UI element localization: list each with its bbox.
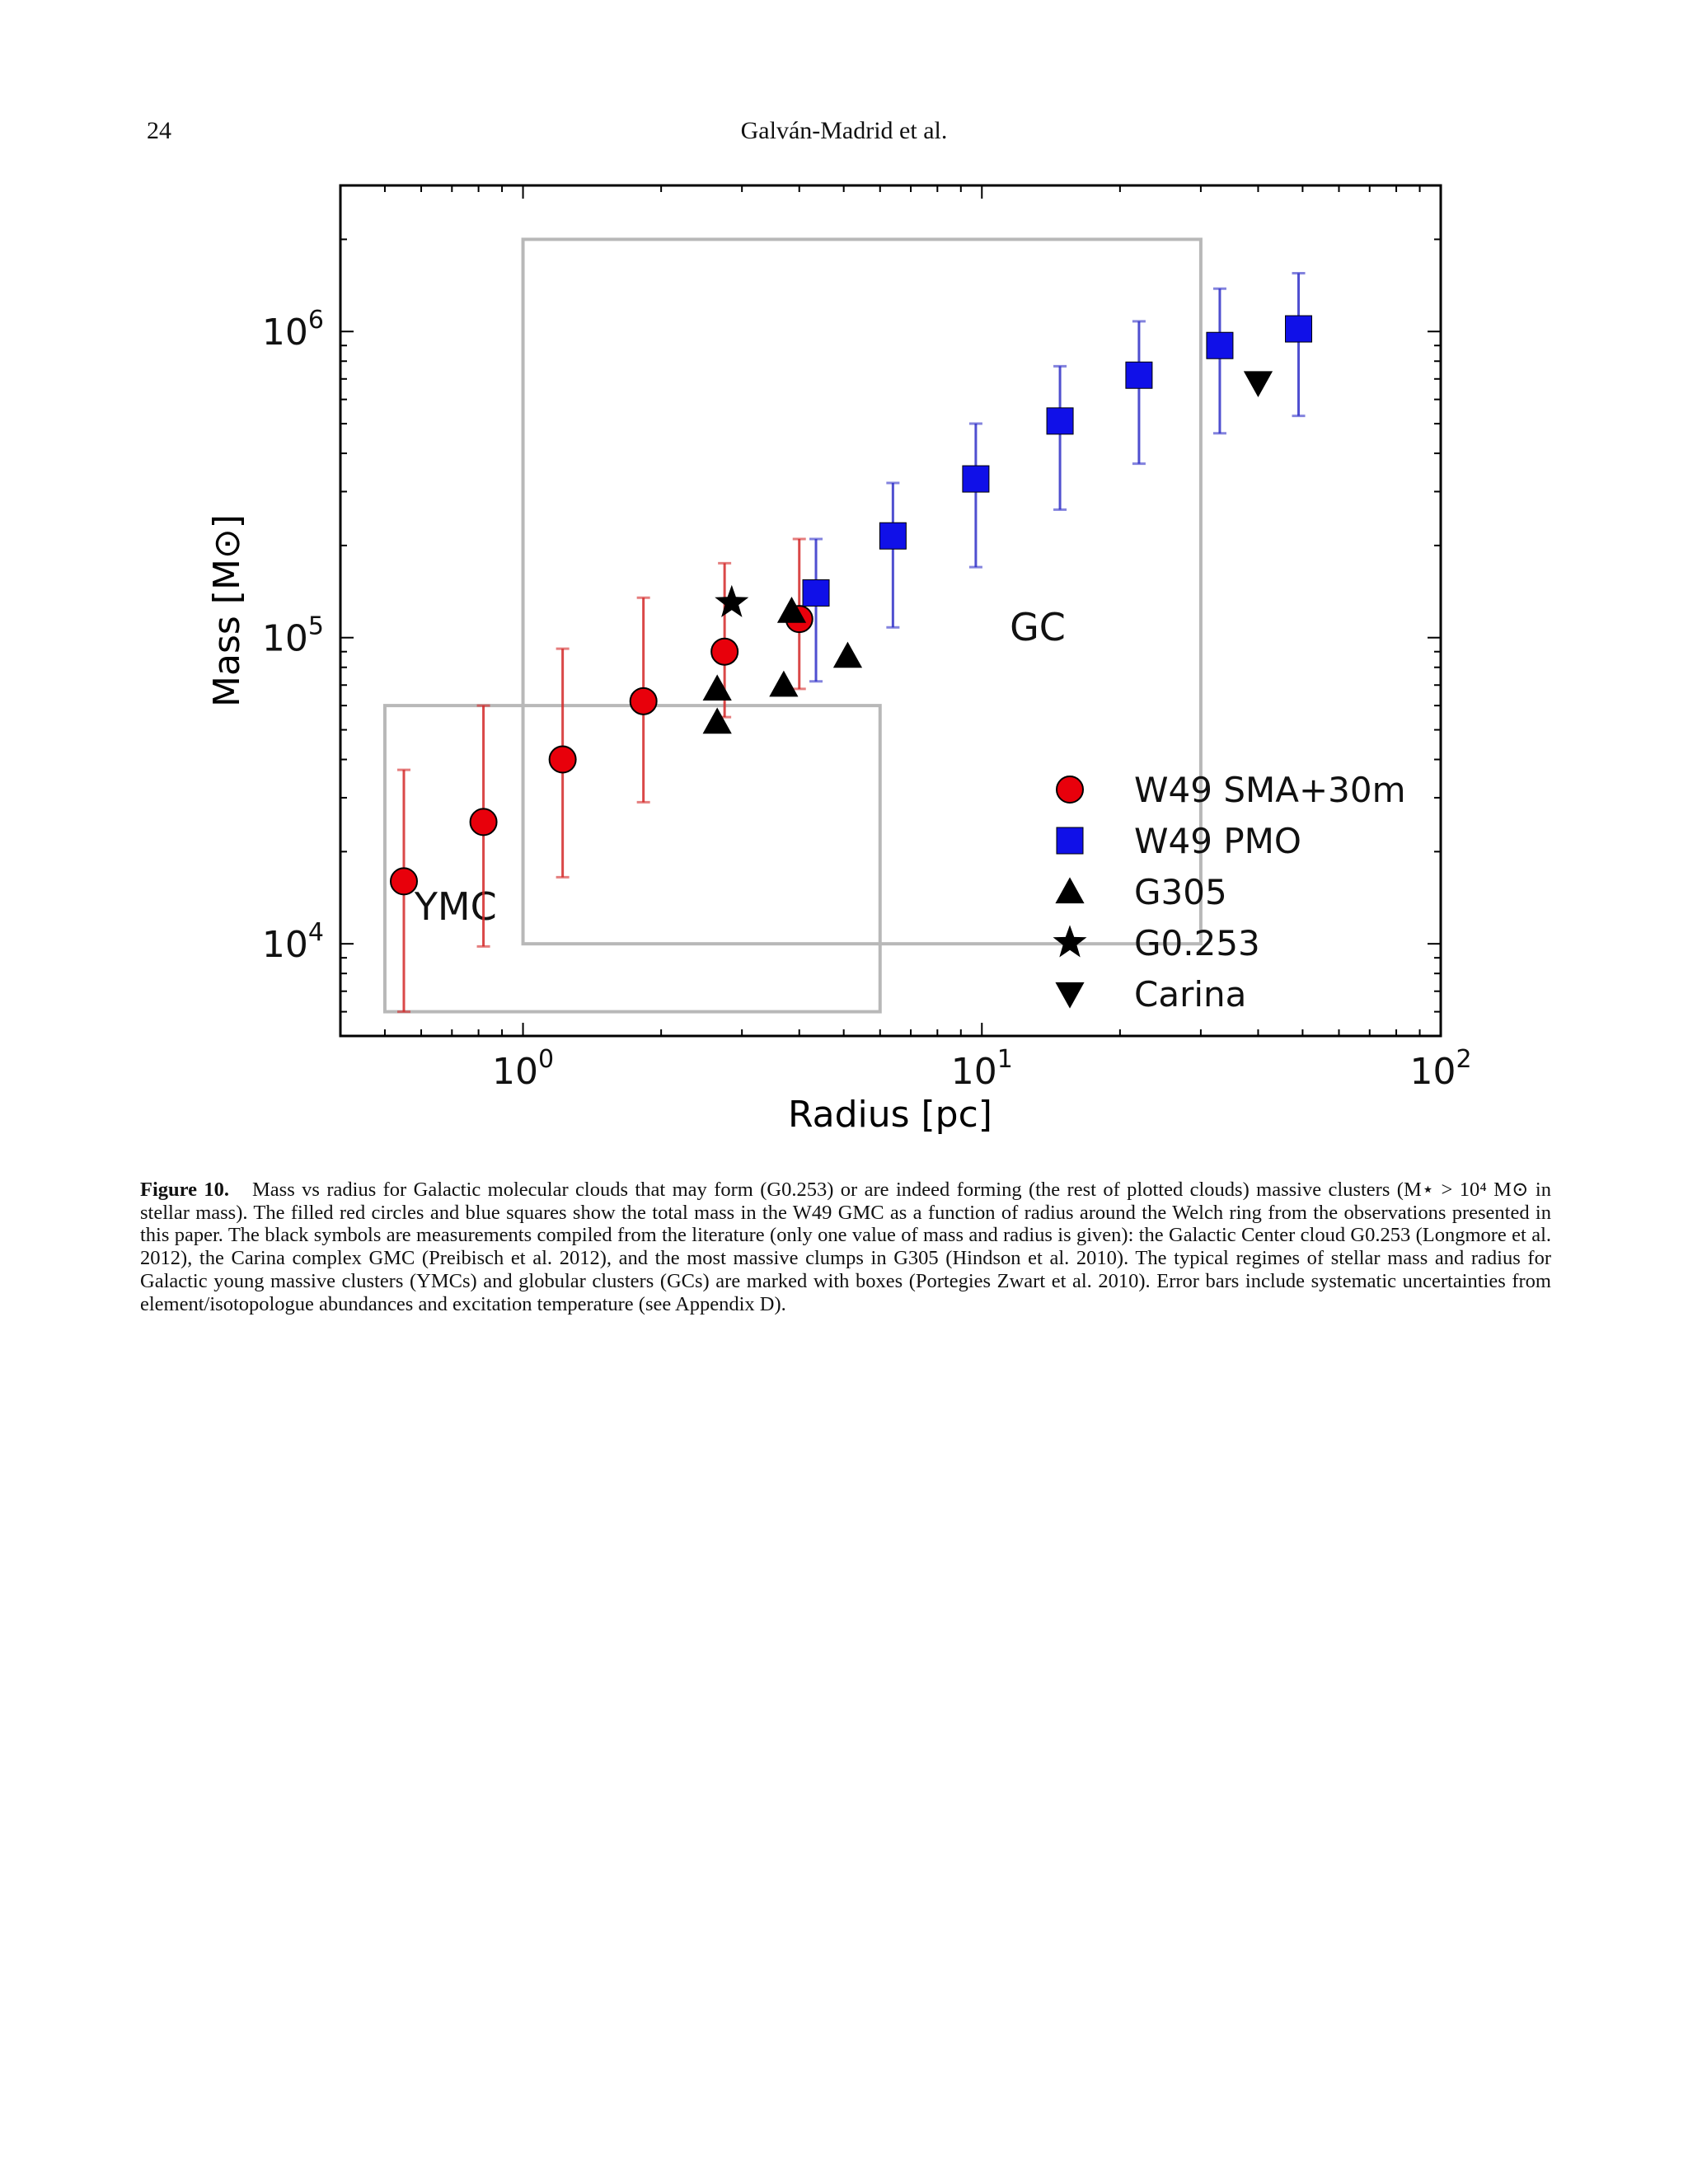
point-w49-pmo-5 [1206,331,1234,359]
point-w49-pmo-1 [879,522,907,550]
axis-ticks [340,185,1442,1037]
legend-label-w49-sma-30m: W49 SMA+30m [1134,770,1406,810]
point-w49-pmo-4 [1125,361,1153,389]
error-bar-w49-pmo-0 [809,537,823,683]
legend-marker-g305 [1055,877,1085,904]
figure-caption: Figure 10. Mass vs radius for Galactic mo… [140,1179,1551,1315]
caption-label: Figure 10. [140,1179,229,1201]
point-g305-0 [702,707,732,734]
legend-marker-carina [1055,982,1085,1009]
point-g0-253-0 [715,584,749,617]
region-box-gc [521,237,1203,946]
region-box-ymc [382,704,882,1014]
error-bar-w49-pmo-6 [1292,272,1306,418]
error-bar-w49-pmo-3 [1053,364,1067,511]
legend: W49 SMA+30m W49 PMO G305 G0.253 Carina [1053,770,1406,1015]
caption-text: Mass vs radius for Galactic molecular cl… [140,1179,1551,1315]
region-label-gc: GC [1010,605,1066,649]
point-g305-1 [702,674,732,701]
point-carina-0 [1243,371,1273,398]
point-w49-pmo-0 [802,579,830,607]
point-w49-sma-30m-1 [469,808,498,837]
y-axis-label: Mass [M⊙] [206,514,248,707]
point-g305-2 [769,670,799,697]
page-number: 24 [147,117,171,144]
x-tick-label-0: 100 [492,1045,554,1093]
legend-marker-g0-253 [1053,925,1087,958]
point-g305-3 [776,597,807,623]
plot-frame [339,184,1442,1038]
point-w49-pmo-3 [1046,407,1074,435]
error-bar-w49-pmo-2 [968,422,982,569]
error-bar-w49-pmo-5 [1212,287,1226,435]
x-tick-label-1: 101 [951,1045,1013,1093]
y-tick-label-2: 106 [262,306,324,354]
point-w49-pmo-2 [962,465,990,493]
legend-label-g305: G305 [1134,872,1227,912]
data-points [389,315,1313,896]
error-bar-w49-pmo-4 [1132,320,1146,466]
legend-marker-w49-pmo [1056,827,1084,855]
x-tick-label-2: 102 [1409,1045,1471,1093]
legend-label-g0-253: G0.253 [1134,923,1260,963]
legend-marker-w49-sma-30m [1056,776,1084,804]
error-bar-w49-pmo-1 [886,481,900,629]
point-w49-sma-30m-3 [629,687,658,715]
point-w49-pmo-6 [1285,315,1313,343]
point-g305-4 [832,641,863,668]
point-w49-sma-30m-4 [710,637,739,666]
point-w49-sma-30m-2 [548,745,577,774]
running-title: Galván-Madrid et al. [740,117,948,144]
legend-label-w49-pmo: W49 PMO [1134,821,1301,861]
y-tick-label-1: 105 [262,612,324,660]
legend-label-carina: Carina [1134,974,1246,1015]
tick-labels: 100 101 102 104 105 106 [262,306,1472,1093]
x-axis-label: Radius [pc] [788,1094,992,1136]
y-tick-label-0: 104 [262,918,324,966]
point-w49-sma-30m-0 [389,867,418,896]
